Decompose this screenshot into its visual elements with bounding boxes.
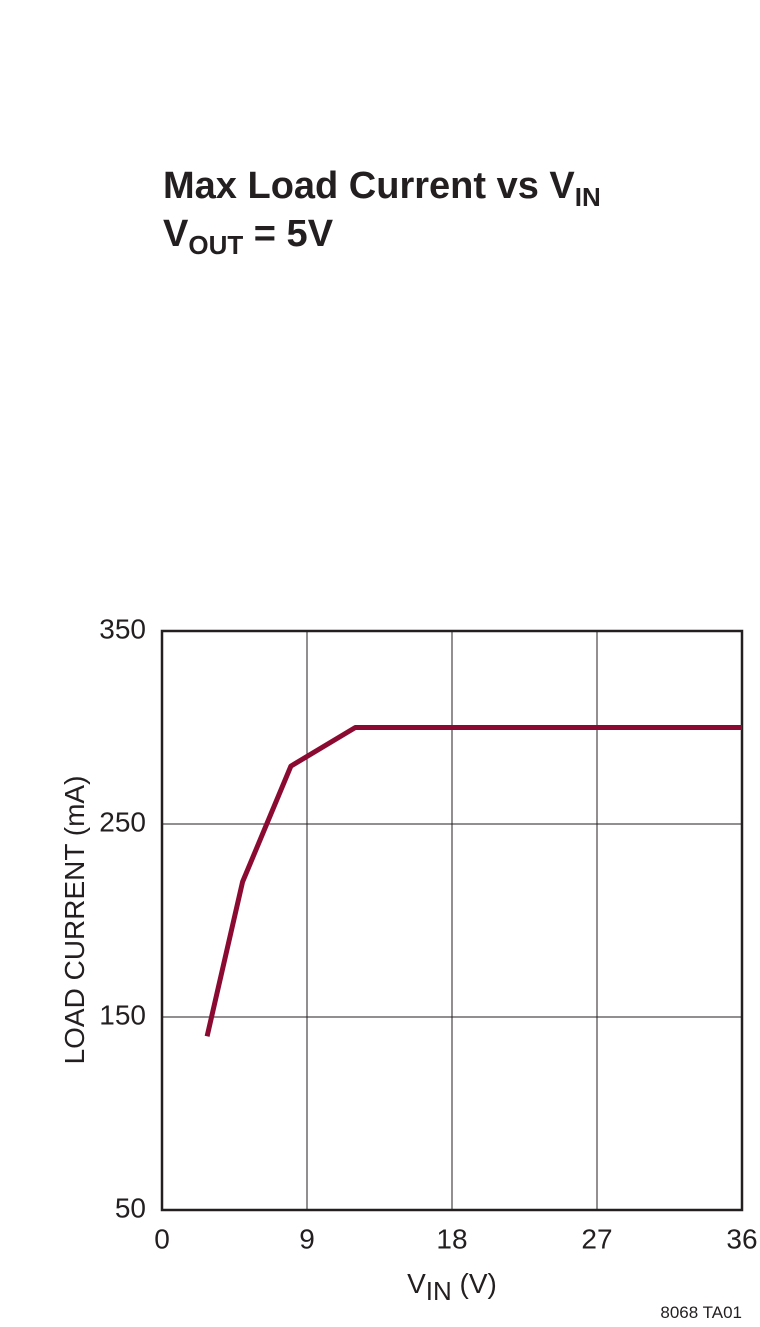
annotation: 8068 TA01: [660, 1303, 742, 1322]
subtitle-subscript: OUT: [188, 230, 243, 260]
x-axis-label: VIN (V): [407, 1268, 497, 1306]
y-tick-label: 50: [115, 1192, 146, 1223]
x-tick-label: 18: [436, 1223, 467, 1254]
x-tick-label: 9: [299, 1223, 315, 1254]
y-axis-label: LOAD CURRENT (mA): [59, 776, 90, 1065]
plot-border: [160, 629, 744, 1212]
x-label-subscript: IN: [426, 1276, 452, 1306]
y-tick-label: 150: [99, 999, 146, 1030]
subtitle-text: V: [163, 213, 189, 255]
data-line: [204, 725, 742, 1037]
y-tick-label: 250: [99, 806, 146, 837]
chart-subtitle: VOUT = 5V: [163, 213, 334, 260]
x-tick-label: 0: [154, 1223, 170, 1254]
x-tick-label: 36: [726, 1223, 757, 1254]
subtitle-post: = 5V: [243, 213, 333, 255]
title-subscript: IN: [575, 182, 601, 212]
title-text: Max Load Current vs V: [163, 165, 575, 207]
chart-title: Max Load Current vs VIN: [163, 165, 601, 212]
y-tick-label: 350: [99, 613, 146, 644]
x-tick-label: 27: [581, 1223, 612, 1254]
x-label-post: (V): [452, 1268, 497, 1299]
x-label-text: V: [407, 1268, 426, 1299]
